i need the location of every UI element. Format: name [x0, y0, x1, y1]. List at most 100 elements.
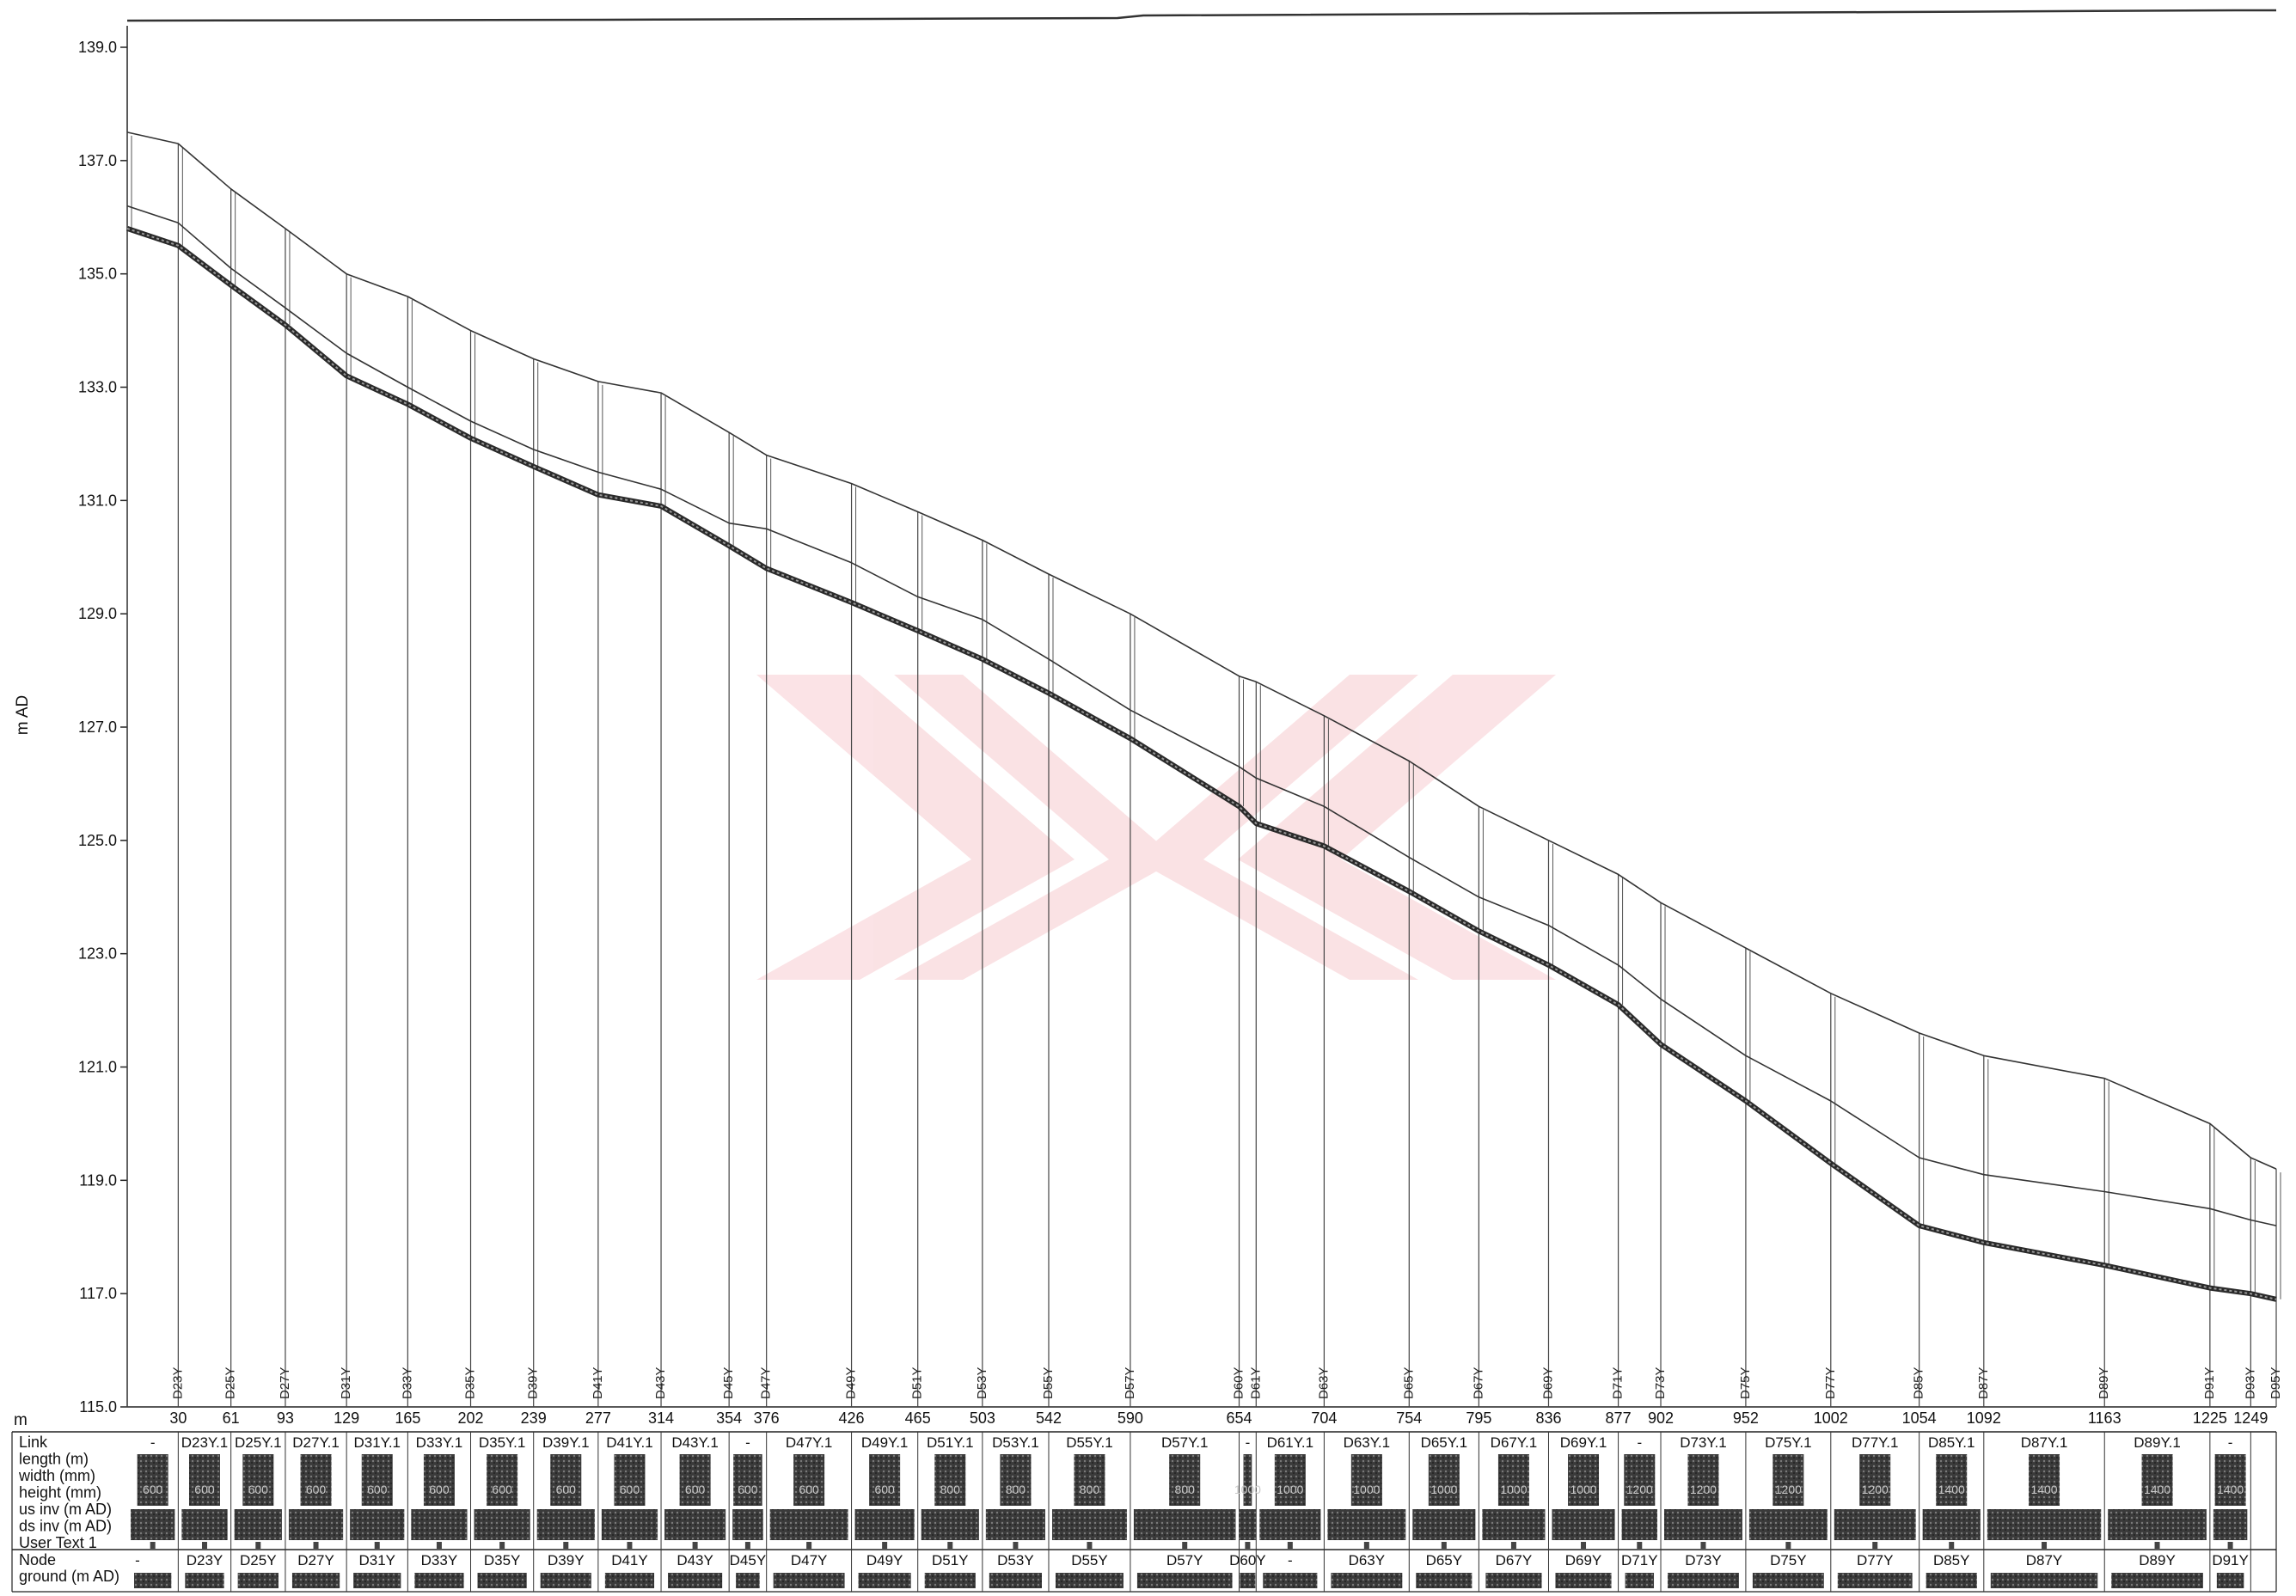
user-text-mark: [1441, 1542, 1447, 1549]
node-label: D23Y: [170, 1367, 185, 1399]
x-tick-label: 239: [521, 1409, 547, 1427]
link-name: D23Y.1: [181, 1434, 229, 1451]
table-row-label: us inv (m AD): [19, 1501, 112, 1518]
node-name: D35Y: [484, 1552, 521, 1568]
link-name: D35Y.1: [479, 1434, 526, 1451]
ground-cell-smudge: [1555, 1573, 1612, 1588]
node-name: D73Y: [1685, 1552, 1722, 1568]
link-cell-smudge: [1274, 1454, 1306, 1506]
link-cell-smudge: [188, 1454, 220, 1506]
x-tick-label: 704: [1311, 1409, 1337, 1427]
table-row-label: Link: [19, 1434, 48, 1451]
user-text-mark: [313, 1542, 319, 1549]
invert-cell-smudge: [1748, 1509, 1828, 1540]
link-cell-smudge: [1568, 1454, 1600, 1506]
link-size: 1000: [1570, 1483, 1596, 1496]
table-row-label: width (mm): [18, 1467, 95, 1484]
link-size: 600: [194, 1483, 215, 1496]
link-cell-smudge: [1859, 1454, 1891, 1506]
link-name: D77Y.1: [1852, 1434, 1899, 1451]
ground-cell-smudge: [989, 1573, 1042, 1588]
link-size: 1000: [1277, 1483, 1303, 1496]
link-name: D51Y.1: [927, 1434, 974, 1451]
node-label: D25Y: [223, 1367, 238, 1399]
node-label: D63Y: [1316, 1367, 1331, 1399]
link-name: D39Y.1: [542, 1434, 590, 1451]
x-tick-label: 1002: [1814, 1409, 1848, 1427]
node-name: D43Y: [677, 1552, 713, 1568]
link-size: 600: [738, 1483, 758, 1496]
user-text-mark: [1182, 1542, 1188, 1549]
link-size: 600: [143, 1483, 163, 1496]
node-name: D91Y: [2212, 1552, 2249, 1568]
user-text-mark: [563, 1542, 569, 1549]
user-text-mark: [1363, 1542, 1369, 1549]
link-cell-smudge: [1773, 1454, 1804, 1506]
user-text-mark: [744, 1542, 750, 1549]
link-size: 1400: [1938, 1483, 1965, 1496]
ground-cell-smudge: [1055, 1573, 1124, 1588]
link-cell-smudge: [487, 1454, 518, 1506]
link-size: 1000: [1500, 1483, 1527, 1496]
user-text-mark: [150, 1542, 156, 1549]
ground-cell-smudge: [1926, 1573, 1977, 1588]
node-row-label: ground (m AD): [19, 1568, 119, 1585]
y-tick-label: 135.0: [78, 266, 117, 283]
ground-cell-smudge: [134, 1573, 172, 1588]
link-size: 1000: [1234, 1483, 1261, 1496]
link-name: D87Y.1: [2021, 1434, 2068, 1451]
node-name: D77Y: [1857, 1552, 1894, 1568]
x-tick-label: 754: [1396, 1409, 1422, 1427]
ground-cell-smudge: [353, 1573, 401, 1588]
link-cell-smudge: [361, 1454, 393, 1506]
plot-area: 139.0 137.0 135.0 133.0 131.0 129.0 127.0 125.0…: [78, 26, 2283, 1427]
invert-cell-smudge: [2213, 1509, 2248, 1540]
link-cell-smudge: [300, 1454, 332, 1506]
x-tick-label: 1163: [2088, 1409, 2122, 1427]
table-row-label: ds inv (m AD): [19, 1518, 112, 1535]
ground-cell-smudge: [773, 1573, 845, 1588]
link-cell-smudge: [1624, 1454, 1656, 1506]
ground-cell-smudge: [736, 1573, 760, 1588]
invert-cell-smudge: [985, 1509, 1045, 1540]
link-size: 1000: [1430, 1483, 1457, 1496]
node-label: D45Y: [721, 1367, 736, 1399]
node-name: D65Y: [1426, 1552, 1463, 1568]
x-tick-label: 503: [970, 1409, 995, 1427]
x-unit-label: m: [14, 1411, 28, 1429]
user-text-mark: [627, 1542, 633, 1549]
user-text-mark: [806, 1542, 812, 1549]
node-label: D35Y: [463, 1367, 478, 1399]
link-name: D57Y.1: [1161, 1434, 1209, 1451]
link-size: 1200: [1862, 1483, 1889, 1496]
link-name: D75Y.1: [1765, 1434, 1812, 1451]
link-name: D85Y.1: [1928, 1434, 1975, 1451]
node-label: D65Y: [1401, 1367, 1416, 1399]
y-tick-label: 119.0: [79, 1171, 117, 1189]
node-label: D71Y: [1611, 1367, 1626, 1399]
node-label: D33Y: [400, 1367, 414, 1399]
user-text-mark: [201, 1542, 207, 1549]
node-label: D85Y: [1912, 1367, 1926, 1399]
node-name: D45Y: [730, 1552, 767, 1568]
ground-cell-smudge: [540, 1573, 591, 1588]
x-tick-label: 129: [334, 1409, 359, 1427]
node-label: D69Y: [1540, 1367, 1555, 1399]
invert-cell-smudge: [1552, 1509, 1615, 1540]
ground-cell-smudge: [414, 1573, 464, 1588]
x-tick-label: 1249: [2233, 1409, 2268, 1427]
ground-cell-smudge: [1136, 1573, 1233, 1588]
y-tick-label: 139.0: [78, 39, 117, 56]
user-text-mark: [2227, 1542, 2233, 1549]
link-size: 1200: [1690, 1483, 1717, 1496]
x-tick-label: 354: [716, 1409, 742, 1427]
node-label: D77Y: [1823, 1367, 1838, 1399]
link-size: 800: [940, 1483, 961, 1496]
x-tick-label: 1092: [1967, 1409, 2001, 1427]
node-name: D53Y: [997, 1552, 1034, 1568]
node-name: D69Y: [1565, 1552, 1602, 1568]
node-name: D71Y: [1621, 1552, 1658, 1568]
link-name: D49Y.1: [861, 1434, 909, 1451]
user-text-mark: [499, 1542, 505, 1549]
